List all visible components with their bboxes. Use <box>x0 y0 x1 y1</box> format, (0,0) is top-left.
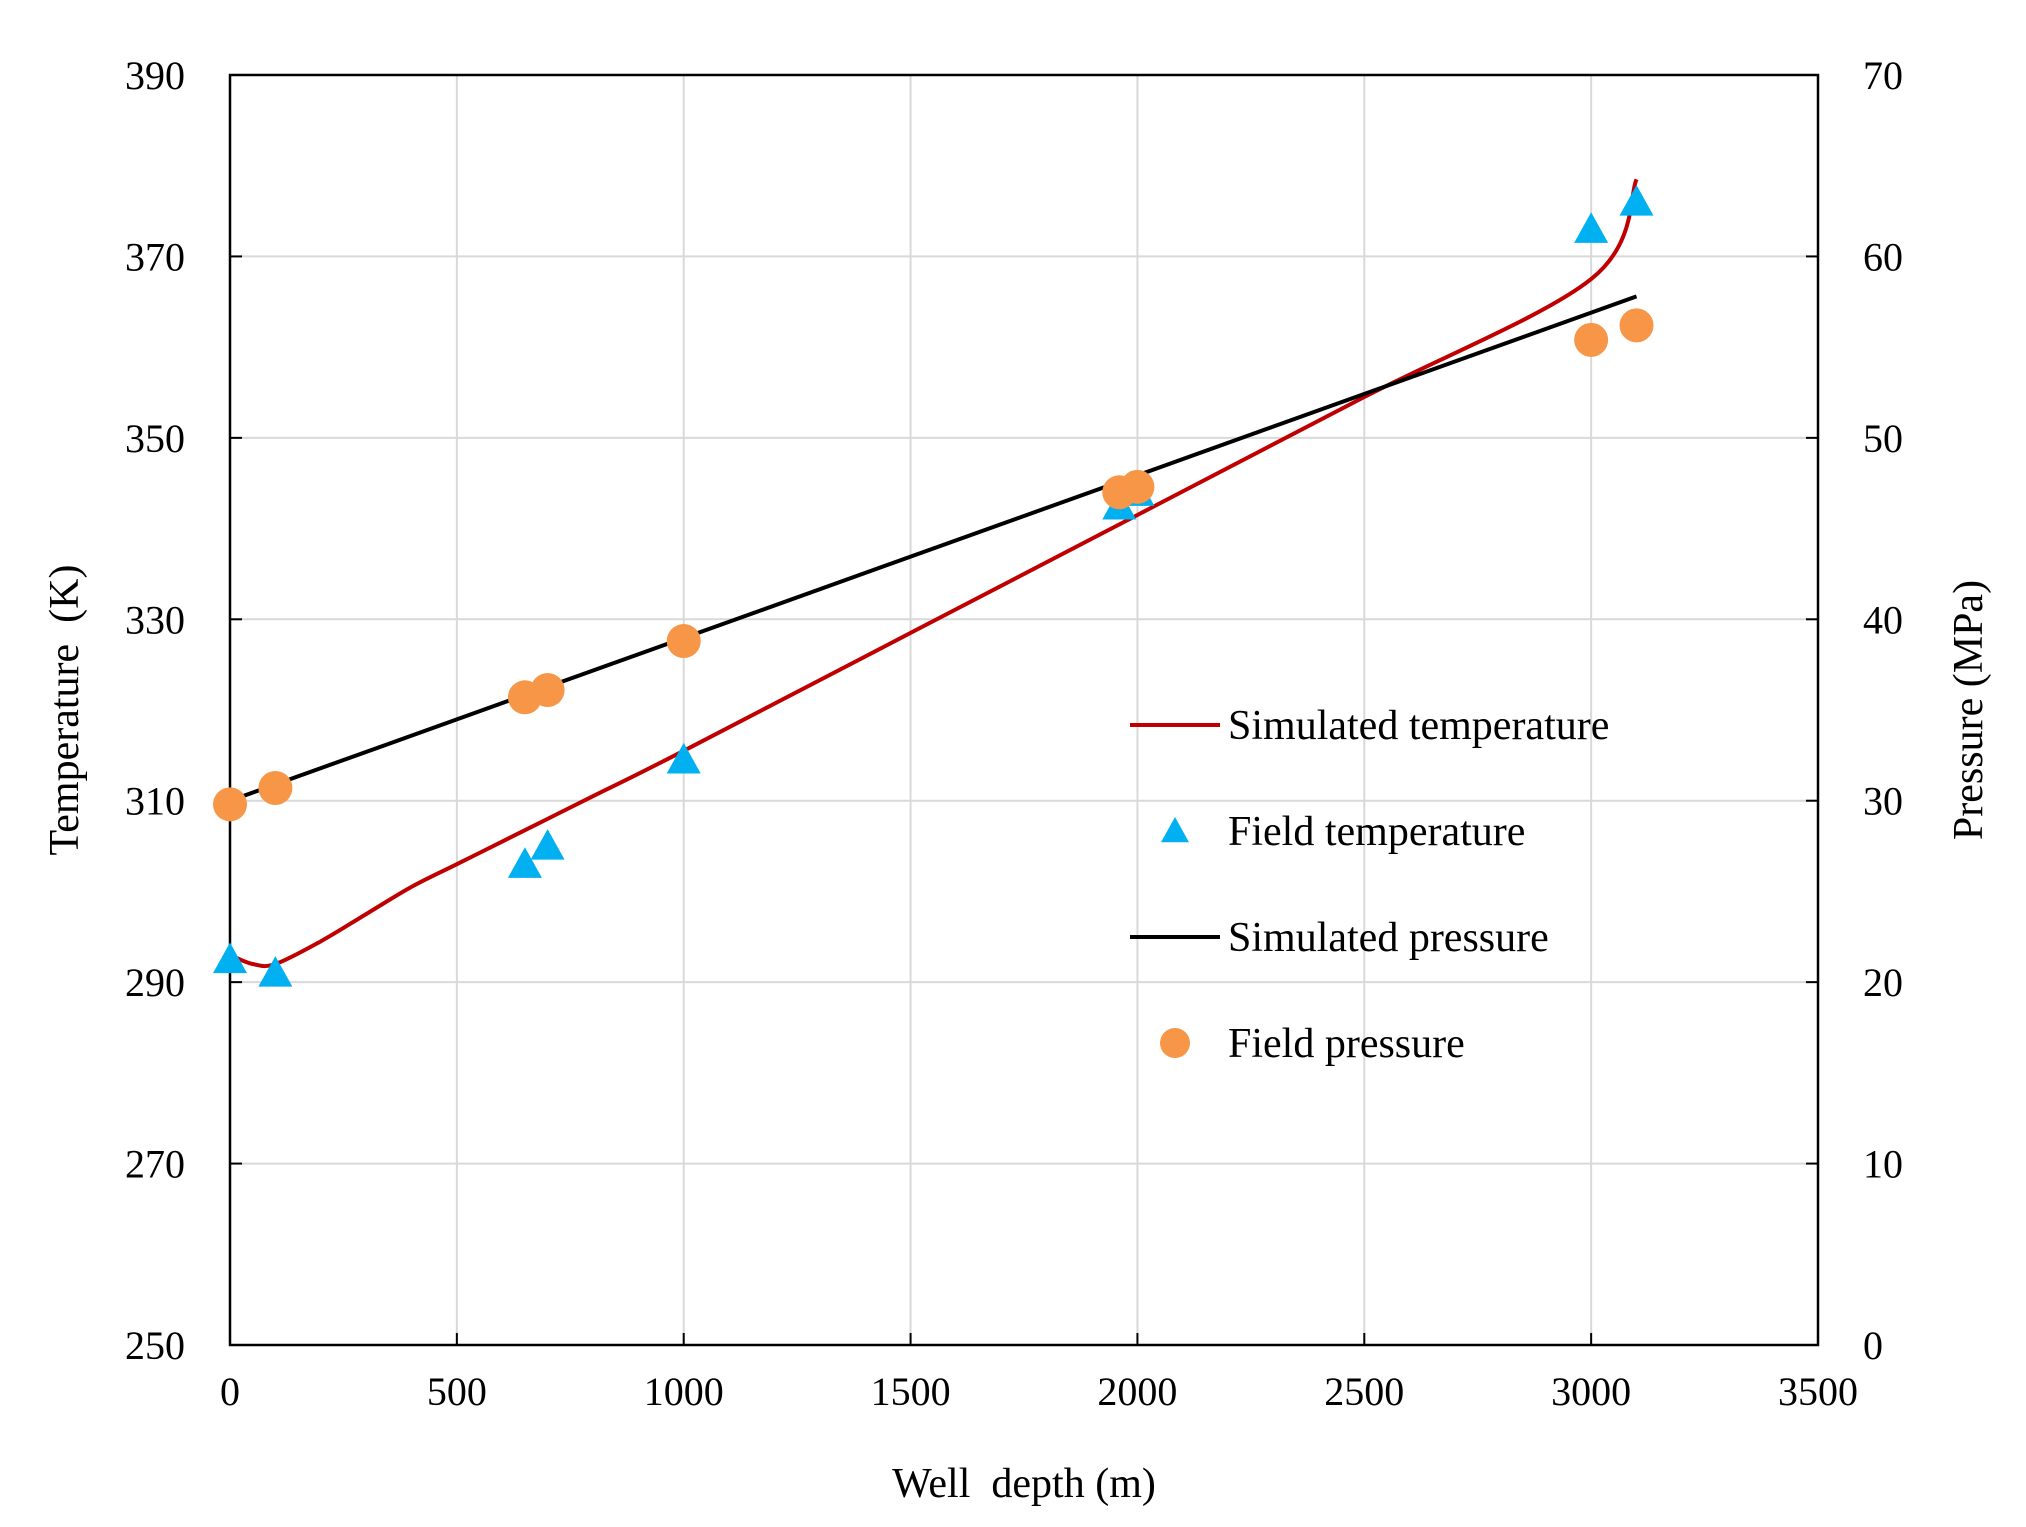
point-field-pressure-1 <box>258 771 293 806</box>
point-field-temperature-0 <box>213 942 247 974</box>
y-tick-label-370: 370 <box>125 234 185 279</box>
x-tick-label-500: 500 <box>427 1369 487 1414</box>
point-field-temperature-4 <box>666 742 701 774</box>
x-tick-label-3000: 3000 <box>1551 1369 1631 1414</box>
x-tick-label-1000: 1000 <box>644 1369 724 1414</box>
y-tick-label-310: 310 <box>125 779 185 824</box>
y-tick-label-250: 250 <box>125 1323 185 1368</box>
y2-tick-label-0: 0 <box>1863 1323 1883 1368</box>
y2-tick-label-70: 70 <box>1863 53 1903 98</box>
y2-axis-title: Pressure (MPa) <box>1946 580 1992 840</box>
x-tick-label-2000: 2000 <box>1097 1369 1177 1414</box>
y-tick-label-270: 270 <box>125 1142 185 1187</box>
axis-ticks: 0 500 1000 1500 2000 2500 3000 3500250270290310… <box>125 53 1903 1414</box>
y-tick-label-330: 330 <box>125 597 185 642</box>
legend-label-simulated-pressure: Simulated pressure <box>1228 915 1549 961</box>
series-line-simulated-temperature <box>229 178 1639 969</box>
x-tick-label-3500: 3500 <box>1778 1369 1858 1414</box>
point-field-temperature-3 <box>530 829 565 860</box>
point-field-temperature-1 <box>258 956 293 987</box>
y-tick-label-350: 350 <box>125 416 185 461</box>
y2-tick-label-20: 20 <box>1863 960 1903 1005</box>
x-tick-label-2500: 2500 <box>1324 1369 1404 1414</box>
legend-swatch-field-pressure <box>1160 1028 1190 1058</box>
x-axis-title: Well depth (m) <box>892 1461 1156 1507</box>
point-field-pressure-3 <box>530 673 565 708</box>
series-layer <box>213 178 1654 987</box>
legend-label-field-temperature: Field temperature <box>1228 809 1525 855</box>
point-field-temperature-7 <box>1574 212 1609 243</box>
y2-tick-label-60: 60 <box>1863 234 1903 279</box>
legend-label-simulated-temperature: Simulated temperature <box>1228 703 1609 749</box>
y2-tick-label-10: 10 <box>1863 1142 1903 1187</box>
legend-label-field-pressure: Field pressure <box>1228 1021 1465 1067</box>
legend: Simulated temperature Field temperature … <box>1130 703 1609 1067</box>
point-field-pressure-4 <box>666 624 701 659</box>
point-field-temperature-2 <box>507 847 542 878</box>
x-tick-label-1500: 1500 <box>871 1369 951 1414</box>
series-line-simulated-pressure <box>229 294 1638 803</box>
y-tick-label-390: 390 <box>125 53 185 98</box>
y2-tick-label-50: 50 <box>1863 416 1903 461</box>
point-field-pressure-6 <box>1120 469 1155 504</box>
y2-tick-label-40: 40 <box>1863 597 1903 642</box>
point-field-pressure-8 <box>1619 308 1654 343</box>
y-tick-label-290: 290 <box>125 960 185 1005</box>
point-field-pressure-7 <box>1574 322 1609 357</box>
gridlines <box>230 75 1818 1345</box>
x-tick-label-0: 0 <box>220 1369 240 1414</box>
point-field-temperature-8 <box>1619 185 1654 216</box>
legend-swatch-field-temperature <box>1161 817 1189 843</box>
plot-frame <box>228 73 1820 1347</box>
y2-tick-label-30: 30 <box>1863 779 1903 824</box>
y-axis-title: Temperature (K) <box>42 565 88 856</box>
point-field-pressure-0 <box>213 787 247 822</box>
